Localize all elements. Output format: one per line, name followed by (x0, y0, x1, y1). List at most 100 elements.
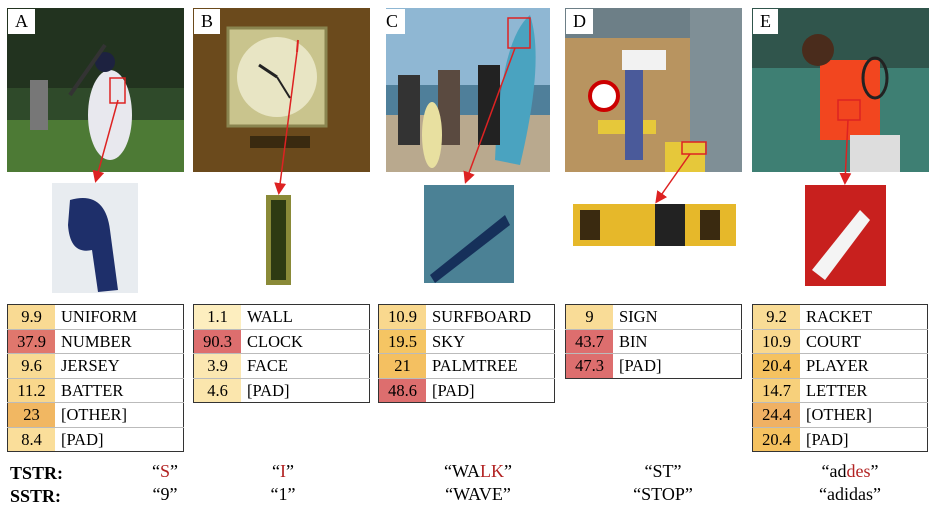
label: [PAD] (241, 377, 370, 403)
table-row: 47.3 [PAD] (565, 353, 742, 378)
table-row: 10.9 SURFBOARD (378, 304, 555, 329)
tstr: “S” (152, 461, 178, 482)
table-row: 24.4 [OTHER] (752, 402, 928, 427)
tstr-part: ” (286, 461, 294, 481)
panel-letter: E (753, 9, 778, 34)
score-table: 9.2 RACKET 10.9 COURT 20.4 PLAYER 14.7 LETTER 24… (752, 304, 928, 452)
score: 9.2 (752, 304, 800, 329)
tstr-part: des (846, 461, 871, 481)
table-row: 3.9 FACE (193, 353, 370, 378)
score: 90.3 (193, 328, 241, 354)
score: 10.9 (752, 328, 800, 354)
crop-e (805, 185, 886, 286)
sstr: “adidas” (819, 484, 881, 504)
panel-letter: B (194, 9, 221, 34)
tstr-part: “ad (821, 461, 847, 481)
label: PLAYER (800, 353, 928, 378)
label: FACE (241, 353, 370, 378)
tstr: “ST” (645, 461, 682, 482)
tstr: “addes” (822, 461, 879, 482)
score-table: 10.9 SURFBOARD 19.5 SKY 21 PALMTREE 48.6 [PAD] (378, 304, 555, 403)
tstr-part: “WA (444, 461, 480, 481)
score-table: 9.9 UNIFORM 37.9 NUMBER 9.6 JERSEY 11.2 BATTER 2… (7, 304, 184, 452)
label: WALL (247, 307, 293, 327)
table-row: 20.4 [PAD] (752, 426, 928, 452)
label: [OTHER] (55, 402, 184, 427)
tstr: “I” (272, 461, 294, 482)
table-row: 10.9 COURT (752, 328, 928, 354)
tstr-part: ” (170, 461, 179, 481)
tstr-part: S (159, 461, 171, 481)
score: 3.9 (193, 353, 241, 378)
table-row: 90.3 CLOCK (193, 328, 370, 354)
tstr-part: “ST” (644, 461, 682, 481)
table-row: 11.2 BATTER (7, 377, 184, 403)
label: UNIFORM (61, 307, 138, 327)
label: [OTHER] (800, 402, 928, 427)
table-row: 8.4 [PAD] (7, 426, 184, 452)
label: [PAD] (800, 426, 928, 452)
tstr-part: “ (272, 461, 280, 481)
score: 11.2 (7, 377, 55, 403)
photo-e (752, 8, 929, 172)
score: 10.9 (378, 304, 426, 329)
arrows (92, 47, 852, 204)
table-row: 1.1 WALL (193, 304, 370, 329)
sstr: “9” (152, 484, 178, 504)
label: [PAD] (613, 353, 742, 378)
score-table: 1.1 WALL 90.3 CLOCK 3.9 FACE 4.6 [PAD] (193, 304, 370, 403)
score: 43.7 (565, 328, 613, 354)
score: 20.4 (752, 353, 800, 378)
sstr-label: SSTR: (10, 486, 62, 506)
crop-d (573, 204, 736, 246)
photo-d (565, 8, 742, 172)
tstr-part: “ (151, 461, 160, 481)
score: 24.4 (752, 402, 800, 427)
score: 4.6 (193, 377, 241, 403)
sstr: “STOP” (633, 484, 693, 504)
label: RACKET (806, 307, 872, 327)
score: 37.9 (7, 328, 55, 354)
score: 9.9 (7, 304, 55, 329)
photo-a (7, 8, 184, 172)
tstr-part: ” (503, 461, 512, 481)
label: BATTER (55, 377, 184, 403)
label: SURFBOARD (432, 307, 532, 327)
table-row: 37.9 NUMBER (7, 328, 184, 354)
label: COURT (800, 328, 928, 354)
label: [PAD] (55, 426, 184, 452)
panel-letter: D (566, 9, 593, 34)
table-row: 20.4 PLAYER (752, 353, 928, 378)
tstr-part: LK (479, 461, 504, 481)
table-row: 4.6 [PAD] (193, 377, 370, 403)
sstr: “1” (270, 484, 296, 504)
crop-b (266, 195, 291, 285)
table-row: 14.7 LETTER (752, 377, 928, 403)
photo-c (386, 8, 550, 172)
table-row: 9 SIGN (565, 304, 742, 329)
tstr: “WALK” (444, 461, 512, 482)
panel-letter: A (8, 9, 35, 34)
tstr-part: ” (870, 461, 879, 481)
label: SKY (426, 328, 555, 354)
label: CLOCK (241, 328, 370, 354)
table-row: 19.5 SKY (378, 328, 555, 354)
score: 48.6 (378, 377, 426, 403)
score: 19.5 (378, 328, 426, 354)
score: 20.4 (752, 426, 800, 452)
score: 21 (378, 353, 426, 378)
label: SIGN (619, 307, 658, 327)
table-row: 48.6 [PAD] (378, 377, 555, 403)
sstr: “WAVE” (445, 484, 511, 504)
score: 23 (7, 402, 55, 427)
table-row: 9.2 RACKET (752, 304, 928, 329)
tstr-part: I (280, 461, 286, 481)
table-row: 43.7 BIN (565, 328, 742, 354)
label: PALMTREE (426, 353, 555, 378)
crop-c (424, 185, 514, 283)
score: 14.7 (752, 377, 800, 403)
label: LETTER (800, 377, 928, 403)
score: 8.4 (7, 426, 55, 452)
